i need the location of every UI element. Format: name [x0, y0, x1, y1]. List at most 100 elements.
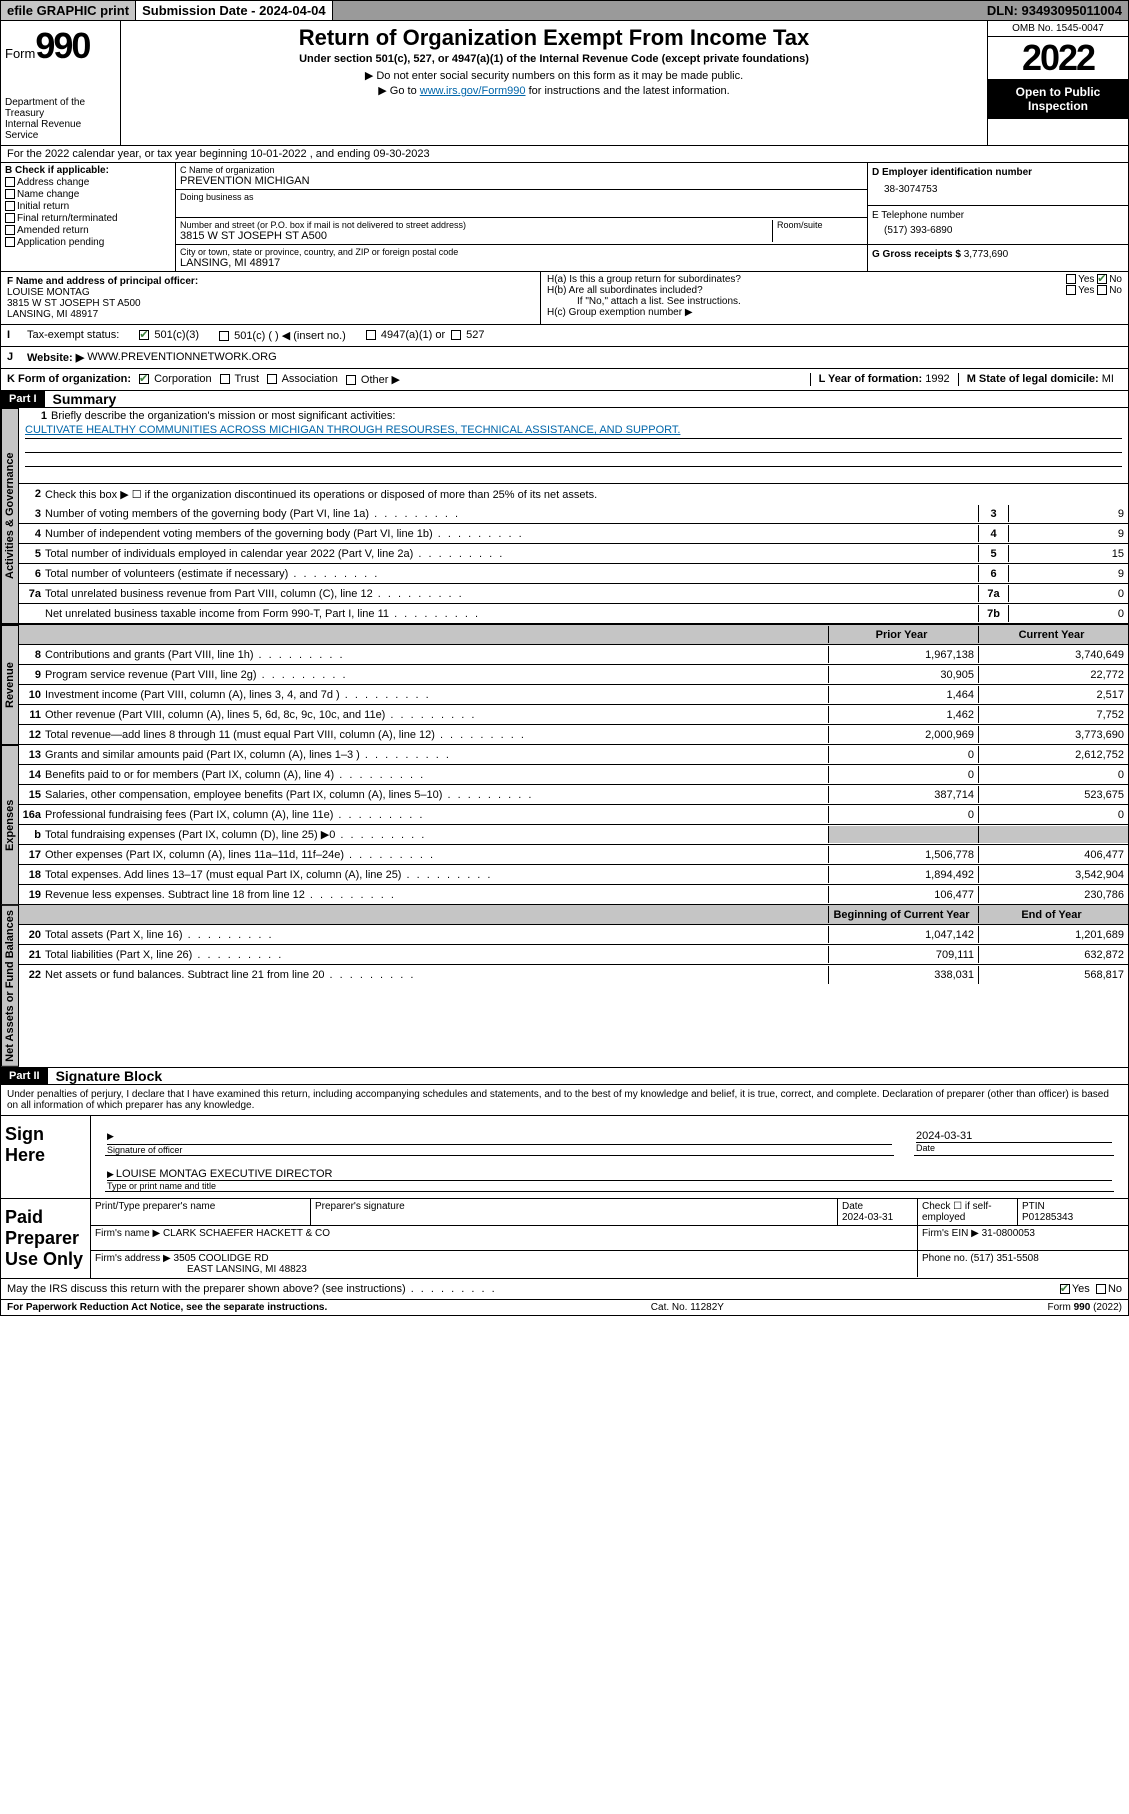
name-title-label: Type or print name and title	[107, 1180, 1112, 1191]
k-other[interactable]: Other ▶	[361, 374, 400, 386]
firm-addr2: EAST LANSING, MI 48823	[95, 1264, 307, 1275]
col-current: Current Year	[978, 626, 1128, 643]
e-label: E Telephone number	[872, 210, 964, 221]
expenses-section: Expenses 13Grants and similar amounts pa…	[0, 745, 1129, 905]
tab-activities: Activities & Governance	[1, 408, 19, 624]
j-label: Website: ▶	[27, 351, 84, 364]
gross-receipts: 3,773,690	[964, 249, 1009, 260]
may-yes[interactable]: Yes	[1072, 1283, 1090, 1295]
k-trust[interactable]: Trust	[234, 373, 259, 385]
sig-date-label: Date	[916, 1142, 1112, 1153]
b-opt-amended[interactable]: Amended return	[5, 225, 171, 236]
hb-note: If "No," attach a list. See instructions…	[547, 296, 1122, 307]
city: LANSING, MI 48917	[180, 257, 863, 269]
dln-value: 93493095011004	[1021, 3, 1122, 18]
firm-ph-lbl: Phone no.	[922, 1253, 970, 1264]
tab-revenue: Revenue	[1, 625, 19, 745]
tax-year: 2022	[988, 37, 1128, 79]
sub-label: Submission Date -	[142, 3, 259, 18]
col-prior: Prior Year	[828, 626, 978, 643]
org-name: PREVENTION MICHIGAN	[180, 175, 863, 187]
firm-addr-lbl: Firm's address ▶	[95, 1253, 171, 1264]
c-name-label: C Name of organization	[180, 165, 863, 175]
l-label: L Year of formation:	[819, 373, 926, 385]
cat-no: Cat. No. 11282Y	[327, 1302, 1047, 1313]
street-label: Number and street (or P.O. box if mail i…	[180, 220, 772, 230]
revenue-section: Revenue Prior YearCurrent Year 8Contribu…	[0, 624, 1129, 745]
prep-name-hdr: Print/Type preparer's name	[91, 1199, 311, 1225]
block-fh: F Name and address of principal officer:…	[0, 272, 1129, 325]
prep-sig-hdr: Preparer's signature	[311, 1199, 838, 1225]
ptin-hdr: PTIN	[1022, 1201, 1045, 1212]
form-title: Return of Organization Exempt From Incom…	[125, 25, 983, 51]
l2-text: Check this box ▶ ☐ if the organization d…	[45, 488, 1128, 501]
dln: DLN: 93493095011004	[981, 1, 1128, 20]
firm-ein: 31-0800053	[982, 1228, 1035, 1239]
may-no[interactable]: No	[1108, 1283, 1122, 1295]
room-label: Room/suite	[777, 220, 863, 230]
prep-date: 2024-03-31	[842, 1212, 893, 1223]
footer: For Paperwork Reduction Act Notice, see …	[0, 1300, 1129, 1316]
sig-date: 2024-03-31	[916, 1130, 1112, 1142]
street: 3815 W ST JOSEPH ST A500	[180, 230, 772, 242]
i-527[interactable]: 527	[466, 329, 484, 341]
form-header: Form990 Department of the Treasury Inter…	[0, 21, 1129, 146]
tab-netassets: Net Assets or Fund Balances	[1, 905, 19, 1067]
k-assoc[interactable]: Association	[282, 373, 338, 385]
b-opt-name[interactable]: Name change	[5, 189, 171, 200]
sub3-post: for instructions and the latest informat…	[526, 85, 730, 97]
col-begin: Beginning of Current Year	[828, 906, 978, 923]
netassets-section: Net Assets or Fund Balances Beginning of…	[0, 905, 1129, 1068]
paperwork-notice: For Paperwork Reduction Act Notice, see …	[7, 1302, 327, 1313]
year-formation: 1992	[925, 373, 949, 385]
ha-line: H(a) Is this a group return for subordin…	[547, 274, 1122, 285]
g-label: G Gross receipts $	[872, 249, 964, 260]
part1-title: Summary	[53, 391, 117, 407]
open-inspection: Open to Public Inspection	[988, 79, 1128, 119]
form-ref: Form 990 (2022)	[1048, 1302, 1122, 1313]
mission-text[interactable]: CULTIVATE HEALTHY COMMUNITIES ACROSS MIC…	[25, 422, 1122, 439]
line-a: For the 2022 calendar year, or tax year …	[1, 146, 436, 162]
efile-button[interactable]: efile GRAPHIC print	[1, 1, 136, 20]
b-opt-pending[interactable]: Application pending	[5, 237, 171, 248]
may-discuss: May the IRS discuss this return with the…	[0, 1279, 1129, 1300]
dept-treasury: Department of the Treasury	[5, 97, 116, 119]
firm-name: CLARK SCHAEFER HACKETT & CO	[163, 1228, 330, 1239]
l1-label: Briefly describe the organization's miss…	[51, 410, 395, 422]
may-text: May the IRS discuss this return with the…	[7, 1283, 497, 1295]
submission-date: Submission Date - 2024-04-04	[136, 1, 333, 20]
officer-addr1: 3815 W ST JOSEPH ST A500	[7, 298, 141, 309]
paid-preparer-block: Paid Preparer Use Only Print/Type prepar…	[0, 1199, 1129, 1279]
b-header: B Check if applicable:	[5, 165, 109, 176]
self-emp[interactable]: Check ☐ if self-employed	[918, 1199, 1018, 1225]
sig-officer-label: Signature of officer	[107, 1144, 892, 1155]
top-toolbar: efile GRAPHIC print Submission Date - 20…	[0, 0, 1129, 21]
i-501c3[interactable]: 501(c)(3)	[154, 329, 199, 341]
omb-number: OMB No. 1545-0047	[988, 21, 1128, 37]
b-opt-address[interactable]: Address change	[5, 177, 171, 188]
i-501c[interactable]: 501(c) ( ) ◀ (insert no.)	[234, 330, 346, 342]
k-corp[interactable]: Corporation	[154, 373, 211, 385]
i-4947[interactable]: 4947(a)(1) or	[381, 329, 445, 341]
b-opt-initial[interactable]: Initial return	[5, 201, 171, 212]
irs-link[interactable]: www.irs.gov/Form990	[420, 85, 526, 97]
irs: Internal Revenue Service	[5, 119, 116, 141]
prep-date-hdr: Date	[842, 1201, 863, 1212]
tab-expenses: Expenses	[1, 745, 19, 905]
line-klm: K Form of organization: Corporation Trus…	[0, 369, 1129, 391]
b-opt-final[interactable]: Final return/terminated	[5, 213, 171, 224]
part1-tag: Part I	[1, 391, 45, 407]
col-end: End of Year	[978, 906, 1128, 923]
phone: (517) 393-6890	[872, 221, 1124, 240]
k-label: K Form of organization:	[7, 373, 131, 386]
part2-tag: Part II	[1, 1068, 48, 1084]
instructions-link-line: ▶ Go to www.irs.gov/Form990 for instruct…	[125, 84, 983, 97]
city-label: City or town, state or province, country…	[180, 247, 863, 257]
block-bcdefg: B Check if applicable: Address change Na…	[0, 163, 1129, 272]
hb-line: H(b) Are all subordinates included? Yes …	[547, 285, 1122, 296]
ein: 38-3074753	[872, 178, 1124, 201]
sig-declaration: Under penalties of perjury, I declare th…	[0, 1085, 1129, 1116]
m-label: M State of legal domicile:	[967, 373, 1102, 385]
paid-label: Paid Preparer Use Only	[1, 1199, 91, 1278]
sub3-pre: ▶ Go to	[378, 85, 419, 97]
